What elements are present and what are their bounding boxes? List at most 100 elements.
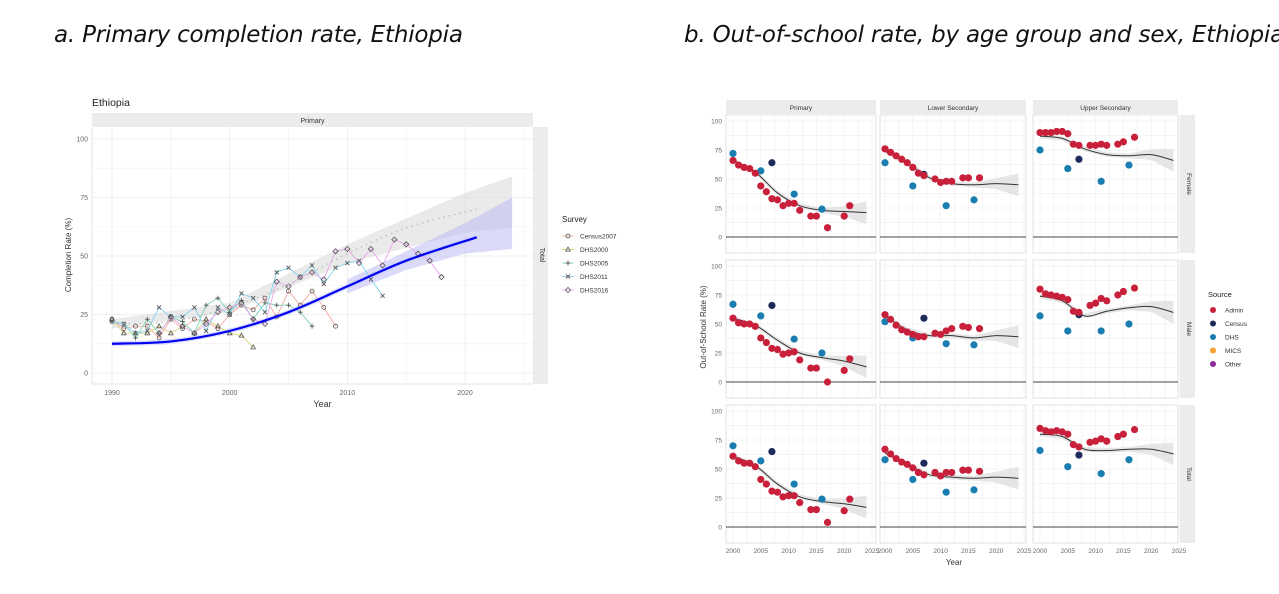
marker-x [227, 312, 232, 317]
legend-key-other [1210, 361, 1216, 367]
point-admin [785, 349, 793, 357]
point-admin [762, 480, 770, 488]
fitted-trend-line [111, 236, 478, 345]
point-dhs [790, 335, 798, 343]
marker-x [239, 291, 244, 296]
marker-plus [144, 316, 150, 322]
point-admin [840, 366, 848, 374]
point-admin [1047, 291, 1055, 299]
marker-diamond [426, 257, 433, 264]
point-admin [846, 355, 854, 363]
point-admin [790, 492, 798, 500]
legend-key-mics [1210, 347, 1216, 354]
point-admin [1058, 127, 1066, 136]
point-admin [1097, 294, 1105, 303]
point-admin [903, 159, 911, 167]
point-admin [746, 320, 754, 328]
point-admin [1086, 438, 1094, 446]
point-admin [823, 224, 832, 232]
x-tick-label: 2015 [961, 548, 976, 555]
marker-diamond [250, 316, 257, 323]
point-admin [790, 199, 798, 207]
series-dhs2011 [109, 258, 385, 336]
facet-strip-col [726, 100, 876, 114]
point-admin [796, 206, 804, 214]
y-tick-label: 0 [718, 524, 722, 531]
point-admin [959, 174, 967, 182]
point-admin [1036, 129, 1044, 137]
y-tick-label: 100 [76, 137, 88, 144]
marker-x [215, 305, 221, 310]
facet-label-row: Total [1185, 467, 1192, 481]
point-admin [807, 506, 815, 514]
point-admin [796, 499, 804, 507]
legend-label: Admin [1225, 307, 1244, 314]
point-dhs [1036, 446, 1044, 455]
marker-circle [250, 307, 256, 313]
point-admin [937, 472, 945, 480]
y-tick-label: 75 [80, 195, 88, 202]
facet-strip-row [1180, 405, 1195, 543]
facet-label-top: Primary [300, 118, 325, 125]
point-admin [757, 182, 765, 190]
point-admin [892, 454, 900, 463]
facet-label-row: Female [1185, 173, 1192, 195]
marker-plus [274, 302, 280, 308]
point-dhs [1036, 312, 1044, 320]
point-admin [729, 452, 737, 460]
point-dhs [1125, 456, 1133, 464]
y-tick-label: 100 [711, 118, 722, 125]
legend-label: Other [1225, 361, 1242, 368]
x-tick-label: 2015 [809, 548, 824, 555]
point-admin [1064, 430, 1072, 438]
y-tick-label: 25 [715, 495, 723, 502]
point-admin [1036, 424, 1044, 432]
point-admin [1114, 140, 1122, 148]
marker-x [109, 319, 115, 324]
point-admin [1058, 293, 1066, 301]
facet-panel-female-primary [725, 114, 877, 254]
x-axis-title: Year [313, 399, 331, 409]
point-admin [757, 334, 765, 342]
facet-label-col: Upper Secondary [1080, 105, 1131, 112]
facet-strip-row [1180, 115, 1195, 253]
point-dhs [790, 190, 798, 198]
point-dhs [1036, 146, 1044, 154]
point-admin [768, 195, 776, 203]
marker-diamond [391, 236, 398, 243]
legend-label: DHS2005 [580, 261, 609, 268]
point-admin [846, 495, 854, 503]
marker-diamond [367, 245, 375, 253]
x-tick-label: 2020 [989, 548, 1004, 555]
marker-diamond [332, 248, 339, 255]
series-line [111, 260, 383, 334]
point-admin [898, 458, 906, 466]
point-admin [881, 311, 889, 319]
marker-plus [215, 295, 221, 301]
point-admin [1119, 287, 1127, 296]
point-dhs [970, 486, 978, 494]
point-dhs [757, 312, 765, 320]
point-admin [779, 202, 787, 210]
point-admin [1053, 427, 1061, 435]
y-axis-title: Out-of-School Rate (%) [699, 285, 708, 368]
x-tick-label: 2000 [222, 390, 238, 397]
point-admin [790, 348, 798, 356]
point-admin [1114, 291, 1122, 299]
point-admin [1097, 435, 1105, 443]
x-tick-label: 2000 [1033, 548, 1048, 555]
facet-panel-total-upper-secondary: 2000 2005 2010 2015 2020 2025 [1032, 404, 1187, 555]
series-dhs2016 [155, 236, 445, 337]
point-admin [937, 330, 945, 339]
point-admin [807, 212, 815, 220]
marker-x [274, 270, 280, 275]
marker-plus [565, 260, 571, 266]
point-admin [1075, 308, 1083, 316]
point-admin [892, 321, 900, 329]
x-tick-label: 2010 [933, 548, 948, 555]
point-admin [734, 457, 743, 465]
y-tick-label: 50 [715, 321, 723, 328]
x-tick-label: 2005 [754, 548, 769, 555]
point-dhs [1125, 161, 1133, 169]
legend-title: Source [1208, 290, 1232, 299]
